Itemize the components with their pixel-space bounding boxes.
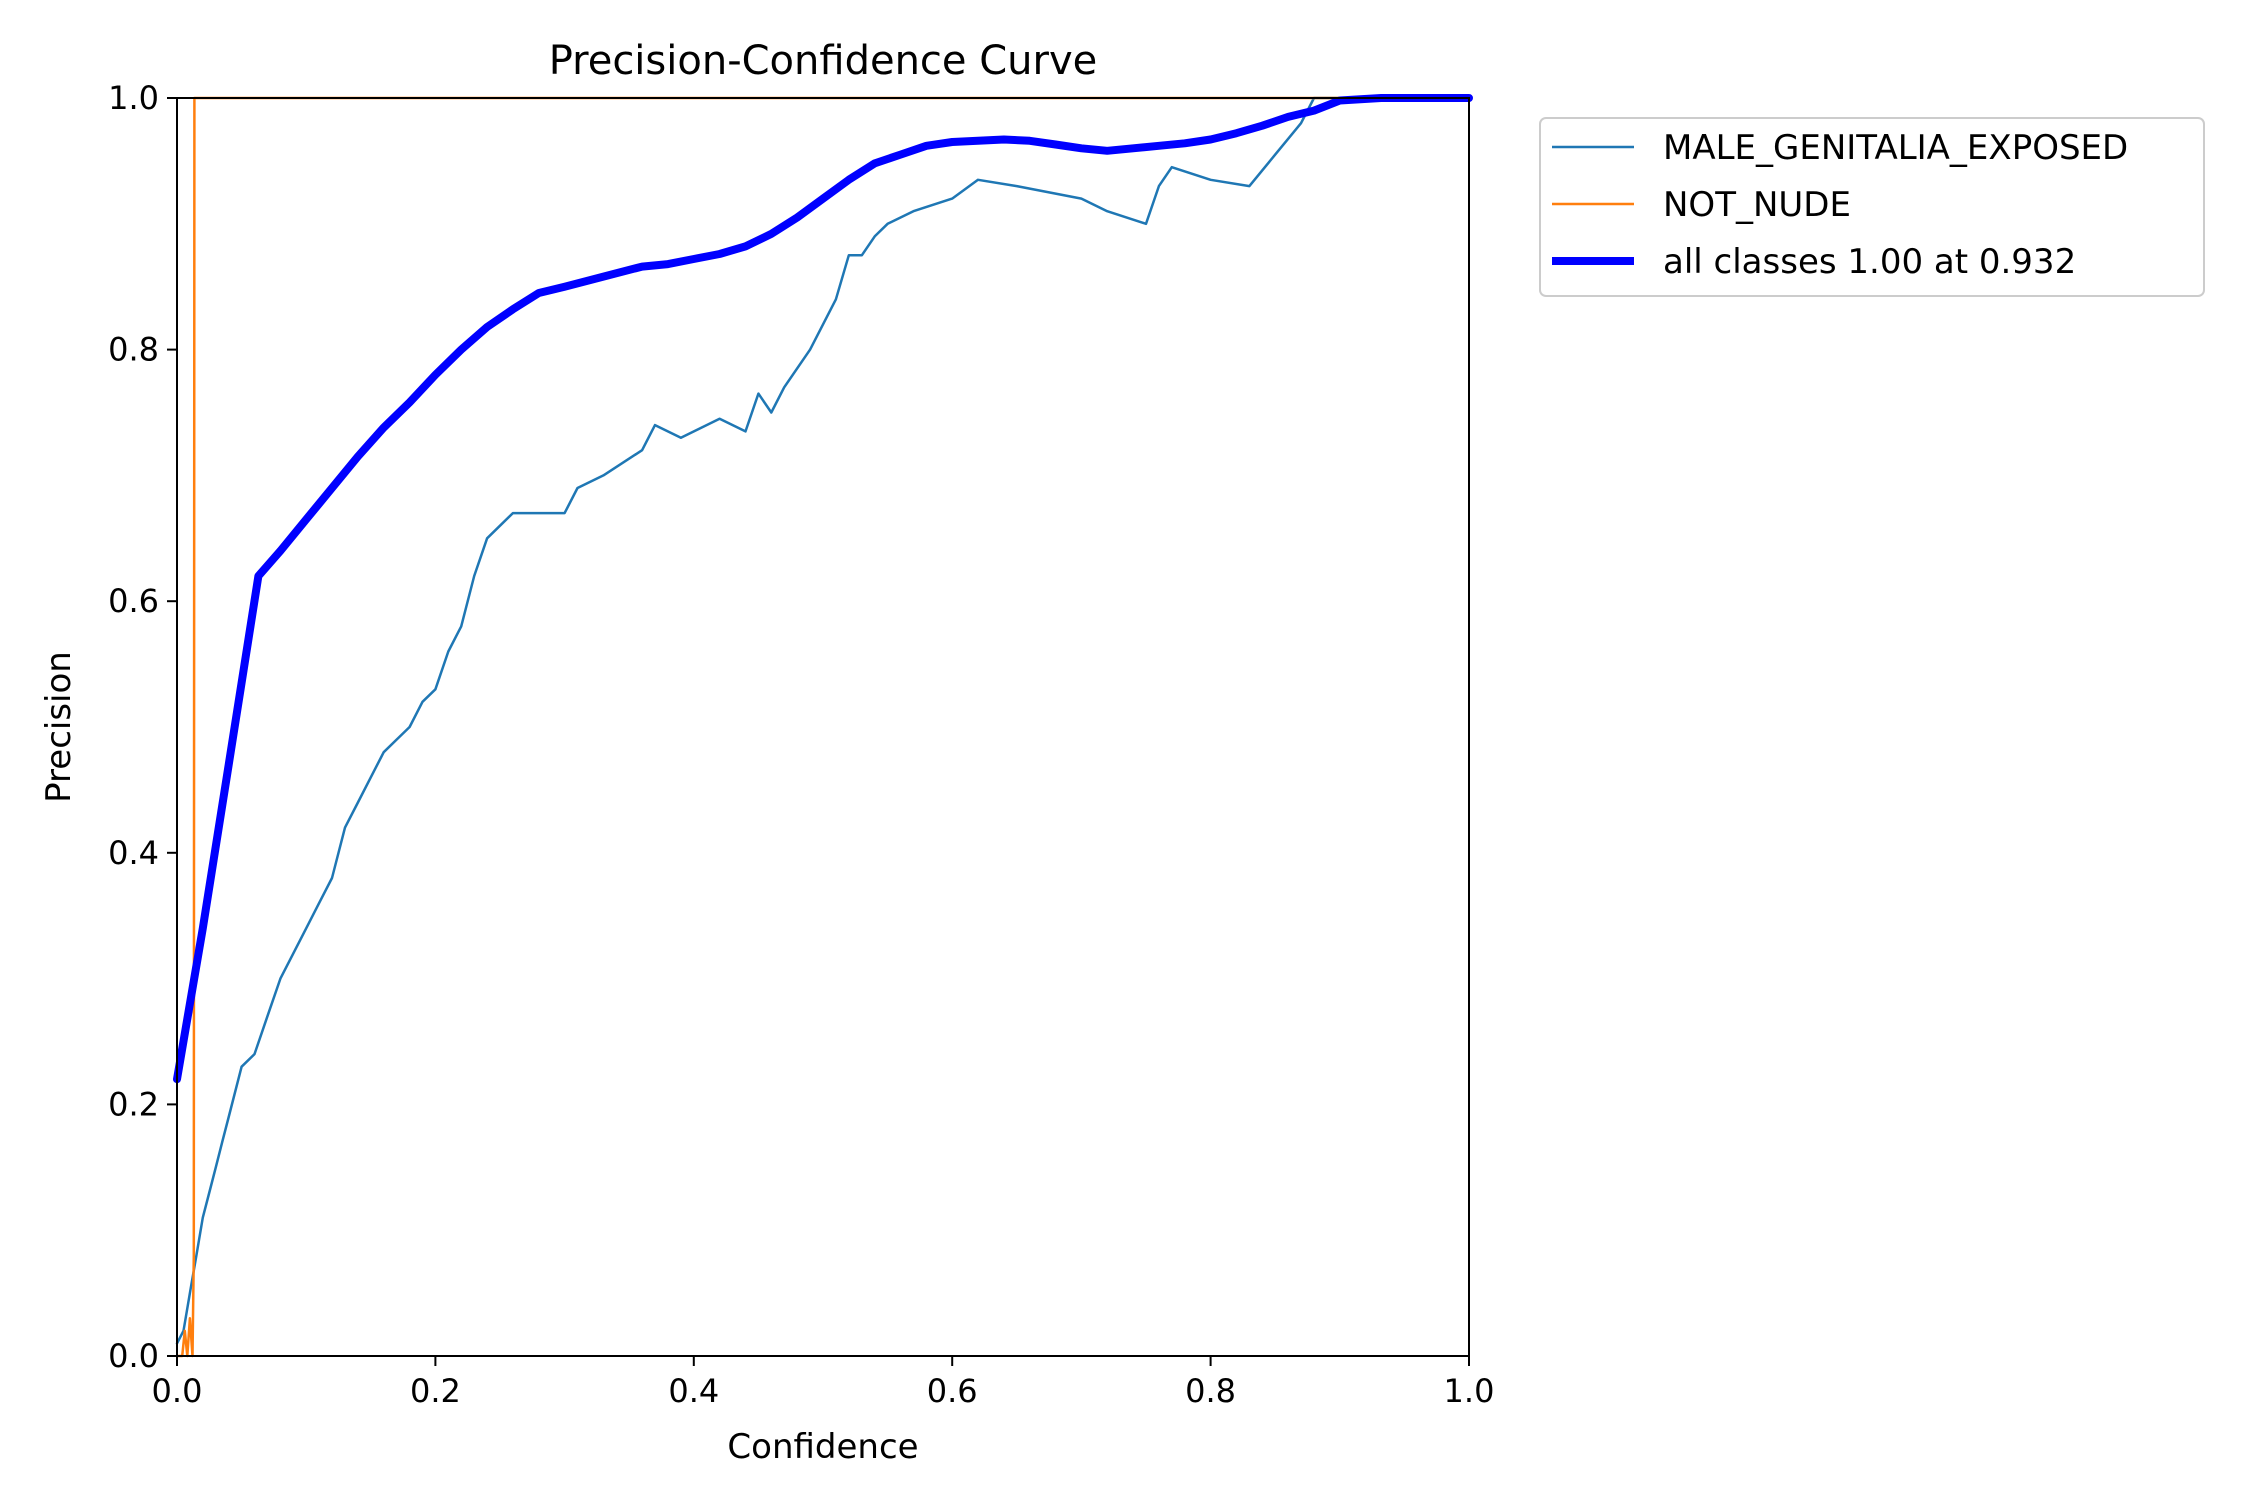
series-line-all-classes-1-00-at-0-932 xyxy=(173,94,1473,1084)
legend-label: NOT_NUDE xyxy=(1663,185,1851,225)
y-tick-label: 0.4 xyxy=(108,834,159,872)
x-tick-label: 0.2 xyxy=(410,1372,461,1410)
legend-label: MALE_GENITALIA_EXPOSED xyxy=(1663,128,2128,168)
x-tick-label: 0.6 xyxy=(927,1372,978,1410)
chart-title: Precision-Confidence Curve xyxy=(549,38,1098,84)
series-line-not-nude xyxy=(175,96,1471,1358)
x-tick-label: 0.8 xyxy=(1185,1372,1236,1410)
x-tick-label: 0.0 xyxy=(152,1372,203,1410)
plot-area xyxy=(173,94,1473,1358)
x-tick-label: 1.0 xyxy=(1444,1372,1495,1410)
y-tick-label: 0.6 xyxy=(108,582,159,620)
y-axis-label: Precision xyxy=(39,651,79,803)
y-tick-label: 0.8 xyxy=(108,331,159,369)
series-layer xyxy=(173,94,1473,1358)
y-tick-label: 0.0 xyxy=(108,1337,159,1375)
legend-label: all classes 1.00 at 0.932 xyxy=(1663,242,2076,282)
series-line-male-genitalia-exposed xyxy=(175,96,1471,1345)
y-tick-label: 0.2 xyxy=(108,1085,159,1123)
legend-box xyxy=(1539,117,2205,297)
plot-frame xyxy=(176,97,1470,1357)
x-axis-label: Confidence xyxy=(727,1427,918,1467)
y-tick-label: 1.0 xyxy=(108,79,159,117)
x-axis: 0.0 0.2 0.4 0.6 0.8 1.0 xyxy=(152,1356,1495,1410)
x-tick-label: 0.4 xyxy=(668,1372,719,1410)
y-axis: 0.0 0.2 0.4 0.6 0.8 1.0 xyxy=(108,79,177,1375)
